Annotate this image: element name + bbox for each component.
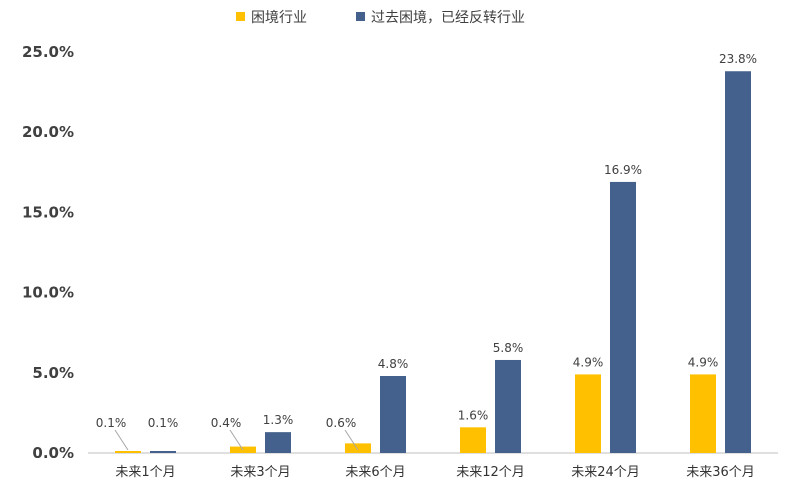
x-tick-label: 未来3个月: [230, 465, 290, 480]
legend-label-distressed: 困境行业: [251, 10, 307, 26]
data-label: 4.8%: [378, 357, 409, 371]
y-tick-label: 0.0%: [32, 444, 74, 462]
bar-reversed: [495, 359, 521, 453]
bar-reversed: [150, 451, 176, 453]
bar-distressed: [345, 443, 371, 453]
data-label: 0.4%: [211, 416, 242, 430]
x-tick-label: 未来12个月: [456, 465, 525, 480]
legend-swatch-distressed: [236, 12, 245, 21]
y-tick-label: 15.0%: [22, 203, 74, 221]
legend-label-reversed: 过去困境，已经反转行业: [371, 10, 525, 26]
data-label: 1.6%: [458, 408, 489, 422]
data-label: 23.8%: [719, 52, 757, 66]
legend-swatch-reversed: [356, 12, 365, 21]
bar-reversed: [610, 181, 636, 453]
data-label: 4.9%: [573, 355, 604, 369]
legend: 困境行业 过去困境，已经反转行业: [236, 10, 525, 26]
y-tick-label: 5.0%: [32, 364, 74, 382]
data-label: 1.3%: [263, 413, 294, 427]
x-tick-label: 未来1个月: [115, 465, 175, 480]
x-axis: 未来1个月 未来3个月 未来6个月 未来12个月 未来24个月 未来36个月: [115, 465, 754, 480]
data-label: 0.6%: [326, 416, 357, 430]
bar-distressed: [575, 374, 601, 453]
data-label: 4.9%: [688, 355, 719, 369]
bar-reversed: [725, 71, 751, 454]
y-tick-label: 20.0%: [22, 123, 74, 141]
x-tick-label: 未来6个月: [345, 465, 405, 480]
data-label: 5.8%: [493, 341, 524, 355]
x-tick-label: 未来24个月: [571, 465, 640, 480]
leader-line: [114, 429, 129, 451]
bars: [115, 71, 751, 454]
bar-reversed: [380, 376, 406, 453]
data-label: 0.1%: [148, 416, 179, 430]
leader-line: [229, 429, 244, 451]
bar-distressed: [460, 427, 486, 453]
bar-distressed: [115, 451, 141, 453]
x-tick-label: 未来36个月: [686, 465, 755, 480]
leader-line: [344, 429, 359, 451]
data-labels: 0.1% 0.1% 0.4% 1.3% 0.6% 4.8% 1.6% 5.8% 4.9% 16.9…: [96, 52, 757, 451]
bar-distressed: [690, 374, 716, 453]
bar-reversed: [265, 432, 291, 453]
data-label: 0.1%: [96, 416, 127, 430]
y-tick-label: 10.0%: [22, 284, 74, 302]
y-axis: 0.0% 5.0% 10.0% 15.0% 20.0% 25.0%: [22, 43, 74, 462]
data-label: 16.9%: [604, 163, 642, 177]
y-tick-label: 25.0%: [22, 43, 74, 61]
